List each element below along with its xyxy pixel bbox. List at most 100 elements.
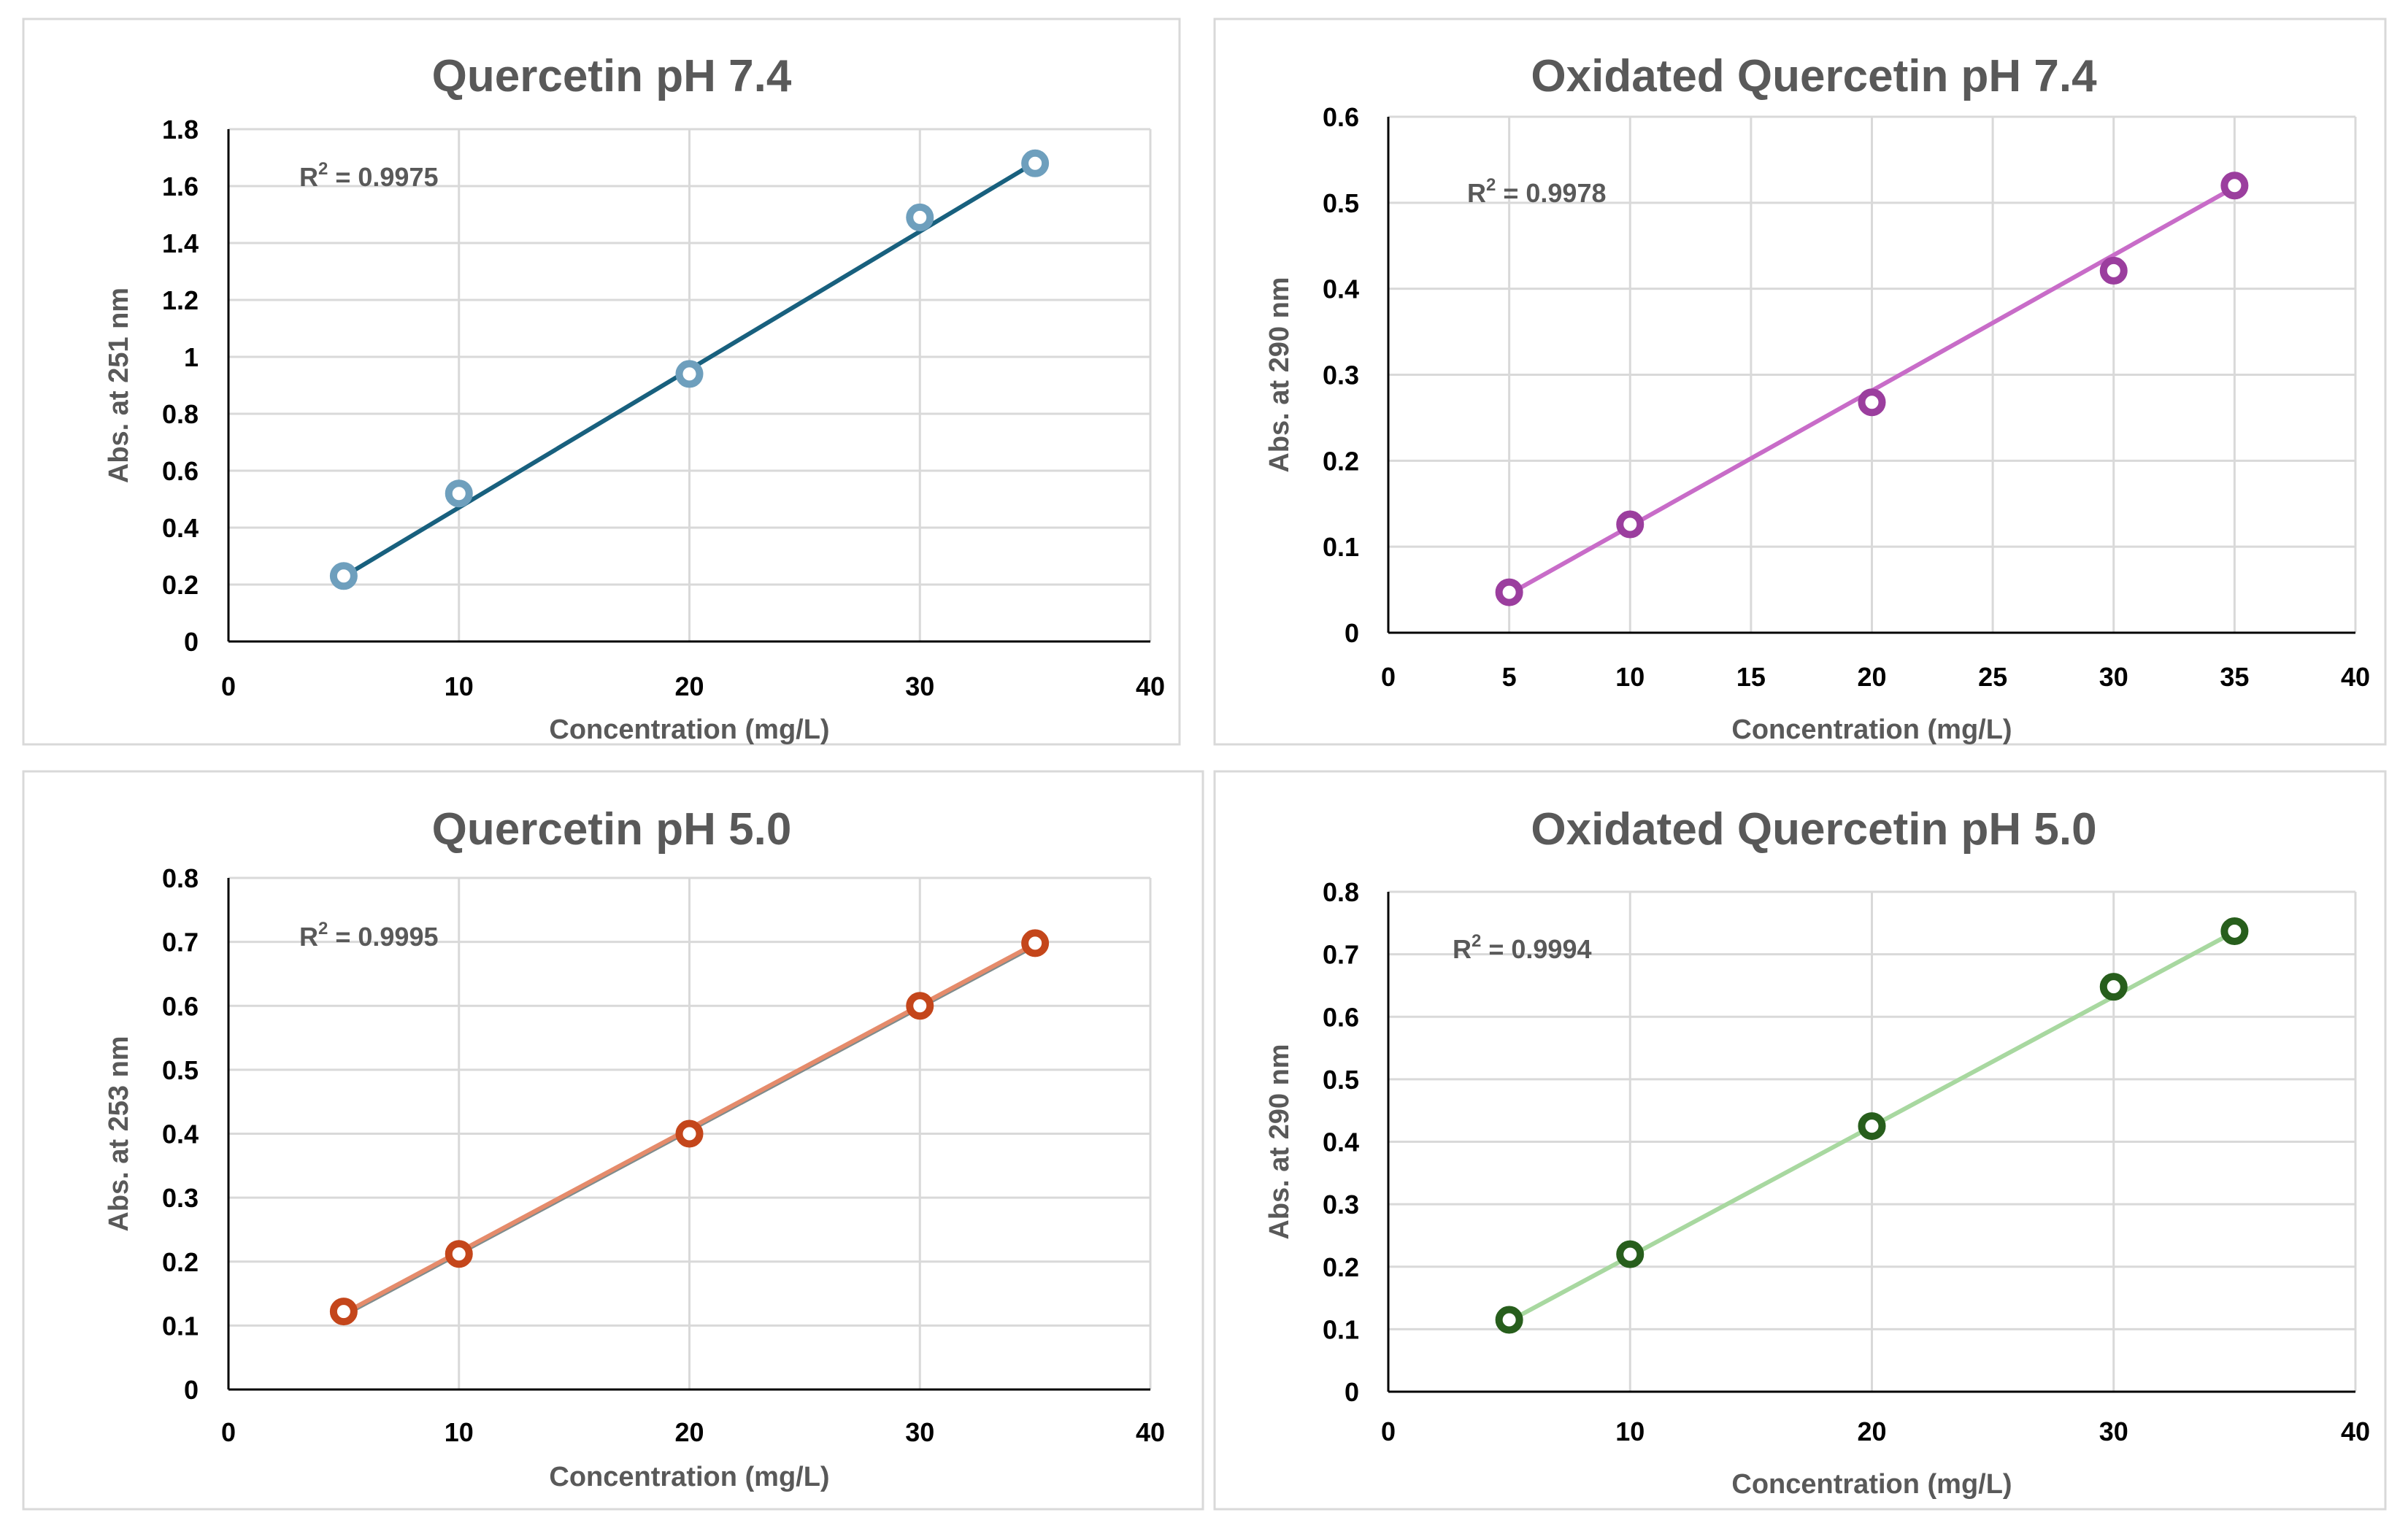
y-tick-label: 0.4 [1323,1128,1359,1157]
x-tick-label: 30 [905,1417,934,1447]
data-point [1495,1306,1523,1334]
r-squared-annotation: R2 = 0.9995 [299,919,439,952]
y-tick-label: 0.4 [162,513,199,543]
y-tick-label: 0.7 [162,928,199,957]
y-tick-label: 0.5 [1323,188,1359,218]
data-point [2220,917,2249,945]
x-tick-label: 10 [445,1417,474,1447]
y-tick-label: 0.6 [162,991,199,1021]
x-tick-label: 40 [2341,1417,2370,1446]
r-squared-value: = 0.9994 [1481,934,1591,964]
data-point [2220,171,2249,200]
x-axis-title: Concentration (mg/L) [1731,1469,2012,1500]
x-tick-label: 10 [1615,1417,1645,1446]
data-point [675,1119,704,1148]
r-squared-value: = 0.9975 [328,162,438,192]
data-point [1021,149,1050,177]
r-squared-exponent: 2 [1486,175,1496,195]
x-axis-title: Concentration (mg/L) [1731,714,2012,745]
data-point [445,1240,473,1268]
y-axis-title: Abs. at 290 nm [1264,277,1295,472]
x-axis-title: Concentration (mg/L) [549,714,829,745]
r-squared-exponent: 2 [318,919,328,938]
x-tick-label: 30 [905,671,934,701]
y-tick-label: 0.2 [1323,446,1359,476]
y-tick-label: 1 [184,342,199,372]
y-tick-label: 0.7 [1323,940,1359,970]
r-squared-annotation: R2 = 0.9978 [1467,175,1607,208]
x-tick-label: 20 [674,671,704,701]
panel-frame [1213,770,2387,1511]
y-axis-title: Abs. at 251 nm [104,288,134,483]
data-point [1616,510,1645,539]
r-squared-annotation: R2 = 0.9975 [299,159,439,192]
r-squared-value: = 0.9978 [1496,178,1606,208]
data-point [2099,973,2128,1001]
y-tick-label: 0.5 [1323,1065,1359,1095]
panel-frame [1213,18,2387,746]
data-point [2099,256,2128,285]
data-point [906,992,934,1020]
r-squared-annotation: R2 = 0.9994 [1453,931,1592,964]
y-tick-label: 0.4 [162,1119,199,1149]
y-tick-label: 0.5 [162,1055,199,1085]
y-axis-title: Abs. at 290 nm [1264,1044,1295,1239]
data-point [445,479,473,508]
data-point [1858,388,1886,417]
chart-title: Oxidated Quercetin pH 7.4 [1531,51,2097,101]
x-tick-label: 0 [1381,1417,1396,1446]
chart-title: Oxidated Quercetin pH 5.0 [1531,804,2096,855]
y-tick-label: 0.2 [162,570,199,600]
y-tick-label: 0.8 [162,399,199,429]
y-tick-label: 0.2 [162,1247,199,1277]
y-tick-label: 1.2 [162,285,199,315]
y-tick-label: 0.6 [1323,102,1359,132]
y-tick-label: 0.4 [1323,274,1359,304]
r-squared-symbol: R [1453,934,1472,964]
y-tick-label: 0 [184,1375,199,1405]
chart-title: Quercetin pH 5.0 [432,804,792,855]
y-tick-label: 0.3 [162,1183,199,1213]
x-tick-label: 40 [1136,1417,1165,1447]
y-tick-label: 0.3 [1323,361,1359,390]
x-tick-label: 20 [1857,662,1886,692]
x-tick-label: 40 [1136,671,1165,701]
x-tick-label: 35 [2220,662,2249,692]
y-tick-label: 0.8 [1323,877,1359,907]
y-tick-label: 0.1 [1323,1314,1359,1344]
r-squared-exponent: 2 [1472,931,1481,951]
y-tick-label: 1.4 [162,228,199,258]
data-point [1495,578,1523,606]
y-tick-label: 0.3 [1323,1190,1359,1219]
x-tick-label: 0 [221,671,236,701]
x-axis-title: Concentration (mg/L) [549,1462,829,1492]
chart-panel-3: 0 0.1 0.2 0.3 0.4 0.5 0.6 0.7 0.8 0 10 20 30 40 Querce… [22,770,1204,1511]
r-squared-exponent: 2 [318,159,328,179]
x-tick-label: 10 [1615,662,1645,692]
r-squared-symbol: R [299,162,318,192]
data-point [675,360,704,388]
y-axis-title: Abs. at 253 nm [104,1036,134,1231]
chart-panel-2: 0 0.1 0.2 0.3 0.4 0.5 0.6 0 5 10 15 20 25 30 35 40 Oxida… [1213,18,2387,746]
x-tick-label: 0 [221,1417,236,1447]
data-point [1858,1112,1886,1141]
y-tick-label: 0 [184,627,199,657]
x-tick-label: 0 [1381,662,1396,692]
x-tick-label: 15 [1736,662,1766,692]
y-tick-label: 1.8 [162,115,199,144]
y-tick-label: 0.1 [162,1311,199,1341]
y-tick-label: 0.1 [1323,532,1359,562]
data-point [329,1298,358,1326]
r-squared-value: = 0.9995 [328,922,438,952]
r-squared-symbol: R [299,922,318,952]
x-tick-label: 10 [445,671,474,701]
y-tick-label: 0 [1345,618,1359,648]
chart-panel-1: 0 0.2 0.4 0.6 0.8 1 1.2 1.4 1.6 1.8 0 10 20 30 40 Querc… [22,18,1181,746]
y-tick-label: 0 [1345,1377,1359,1407]
x-tick-label: 30 [2099,1417,2128,1446]
y-tick-label: 0.6 [162,456,199,486]
x-tick-label: 20 [674,1417,704,1447]
data-point [329,562,358,590]
panel-frame [22,770,1204,1511]
